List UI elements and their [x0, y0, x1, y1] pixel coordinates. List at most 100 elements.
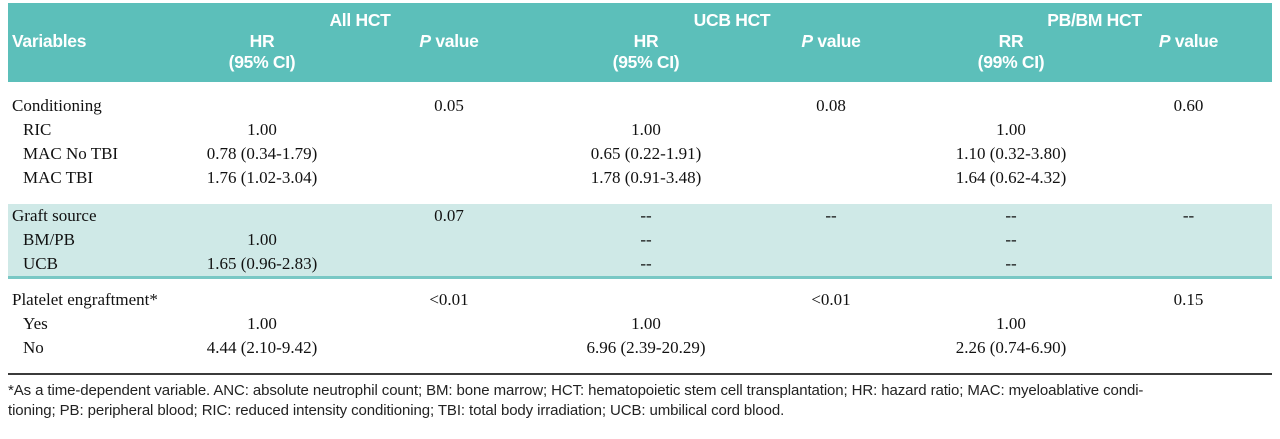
- table-row: No 4.44 (2.10-9.42) 6.96 (2.39-20.29) 2.26 …: [8, 336, 1272, 360]
- value-cell: [917, 288, 1105, 312]
- row-label: Graft source: [8, 204, 173, 228]
- value-cell: [1105, 166, 1272, 190]
- col-header-pbbm-rr: RR (99% CI): [917, 31, 1105, 82]
- col-header-pbbm-pvalue: P value: [1105, 31, 1272, 82]
- value-cell: --: [917, 252, 1105, 278]
- footnote-line-2: tioning; PB: peripheral blood; RIC: redu…: [8, 402, 785, 419]
- value-cell: [745, 312, 917, 336]
- variables-label: Variables: [12, 31, 87, 51]
- value-cell: --: [745, 204, 917, 228]
- gap-cell: [8, 190, 1272, 204]
- value-cell: 0.05: [434, 96, 464, 115]
- results-table: All HCT UCB HCT PB/BM HCT Variables HR (…: [8, 3, 1272, 360]
- value-cell: 2.26 (0.74-6.90): [955, 338, 1067, 357]
- column-header-row: Variables HR (95% CI) P value HR (95% CI…: [8, 31, 1272, 82]
- value-cell: [1105, 312, 1272, 336]
- col-header-variables: Variables: [8, 31, 173, 82]
- value-cell: <0.01: [429, 290, 469, 309]
- value-cell: [351, 336, 547, 360]
- ucb-hr-label: HR: [633, 31, 659, 51]
- group-header-row: All HCT UCB HCT PB/BM HCT: [8, 3, 1272, 31]
- table-row: MAC No TBI 0.78 (0.34-1.79) 0.65 (0.22-1.9…: [8, 142, 1272, 166]
- value-cell: [745, 252, 917, 278]
- value-cell: [745, 142, 917, 166]
- value-cell: [351, 312, 547, 336]
- value-cell: --: [917, 228, 1105, 252]
- footnote: *As a time-dependent variable. ANC: abso…: [8, 375, 1272, 421]
- footnote-line-1: *As a time-dependent variable. ANC: abso…: [8, 382, 1144, 399]
- row-label: MAC TBI: [23, 168, 94, 187]
- group-header-spacer: [8, 3, 173, 31]
- section-gap: [8, 190, 1272, 204]
- table-row: MAC TBI 1.76 (1.02-3.04) 1.78 (0.91-3.48) 1…: [8, 166, 1272, 190]
- table-row: BM/PB 1.00 -- --: [8, 228, 1272, 252]
- table-row: RIC 1.00 1.00 1.00: [8, 118, 1272, 142]
- table-row: Platelet engraftment* <0.01 <0.01 0.15: [8, 288, 1272, 312]
- value-cell: [547, 288, 745, 312]
- table-row: Yes 1.00 1.00 1.00: [8, 312, 1272, 336]
- value-cell: 6.96 (2.39-20.29): [586, 338, 706, 357]
- value-cell: [1105, 118, 1272, 142]
- value-cell: 0.07: [351, 204, 547, 228]
- value-cell: 1.00: [996, 120, 1026, 139]
- pbbm-pvalue-label: P value: [1105, 31, 1272, 52]
- value-cell: 1.78 (0.91-3.48): [590, 168, 702, 187]
- value-cell: [1105, 336, 1272, 360]
- value-cell: [351, 118, 547, 142]
- value-cell: 1.00: [996, 314, 1026, 333]
- value-cell: [173, 204, 351, 228]
- col-header-ucb-pvalue: P value: [745, 31, 917, 82]
- value-cell: 0.65 (0.22-1.91): [590, 144, 702, 163]
- value-cell: 1.10 (0.32-3.80): [955, 144, 1067, 163]
- value-cell: --: [547, 252, 745, 278]
- pbbm-rr-ci-label: (99% CI): [977, 52, 1045, 72]
- row-label: UCB: [8, 252, 173, 278]
- row-label: BM/PB: [8, 228, 173, 252]
- value-cell: [351, 252, 547, 278]
- all-hr-ci-label: (95% CI): [228, 52, 296, 72]
- p-italic: P: [801, 31, 813, 51]
- value-cell: 1.64 (0.62-4.32): [955, 168, 1067, 187]
- value-cell: [547, 94, 745, 118]
- value-cell: [173, 94, 351, 118]
- table-row: UCB 1.65 (0.96-2.83) -- --: [8, 252, 1272, 278]
- value-cell: 0.08: [816, 96, 846, 115]
- value-cell: 1.65 (0.96-2.83): [173, 252, 351, 278]
- value-cell: --: [547, 228, 745, 252]
- group-all-hct: All HCT: [173, 3, 547, 31]
- value-cell: 1.76 (1.02-3.04): [206, 168, 318, 187]
- p-rest: value: [817, 31, 861, 51]
- group-ucb-hct: UCB HCT: [547, 3, 917, 31]
- group-pbbm-hct: PB/BM HCT: [917, 3, 1272, 31]
- col-header-ucb-hr: HR (95% CI): [547, 31, 745, 82]
- col-header-all-hr: HR (95% CI): [173, 31, 351, 82]
- value-cell: [351, 166, 547, 190]
- value-cell: 1.00: [631, 314, 661, 333]
- gap-cell: [8, 277, 1272, 288]
- table-row: Conditioning 0.05 0.08 0.60: [8, 94, 1272, 118]
- p-rest: value: [1174, 31, 1219, 51]
- col-header-all-pvalue: P value: [351, 31, 547, 82]
- row-label: Yes: [23, 314, 48, 333]
- gap-cell: [8, 82, 1272, 94]
- ucb-hr-ci-label: (95% CI): [612, 52, 680, 72]
- value-cell: [745, 118, 917, 142]
- value-cell: [351, 142, 547, 166]
- pbbm-rr-label: RR: [998, 31, 1024, 51]
- value-cell: 1.00: [173, 228, 351, 252]
- ucb-pvalue-label: P value: [745, 31, 917, 52]
- table-row: Graft source 0.07 -- -- -- --: [8, 204, 1272, 228]
- value-cell: [173, 288, 351, 312]
- row-label: No: [23, 338, 44, 357]
- value-cell: 0.60: [1173, 96, 1204, 115]
- value-cell: --: [917, 204, 1105, 228]
- footnote-divider: [8, 373, 1272, 375]
- value-cell: 1.00: [631, 120, 661, 139]
- value-cell: --: [1105, 204, 1272, 228]
- value-cell: [745, 228, 917, 252]
- table-section: Platelet engraftment* <0.01 <0.01 0.15 Yes 1.…: [8, 288, 1272, 360]
- value-cell: [1105, 228, 1272, 252]
- section-gap: [8, 277, 1272, 288]
- all-pvalue-label: P value: [351, 31, 547, 52]
- table-header: All HCT UCB HCT PB/BM HCT Variables HR (…: [8, 3, 1272, 82]
